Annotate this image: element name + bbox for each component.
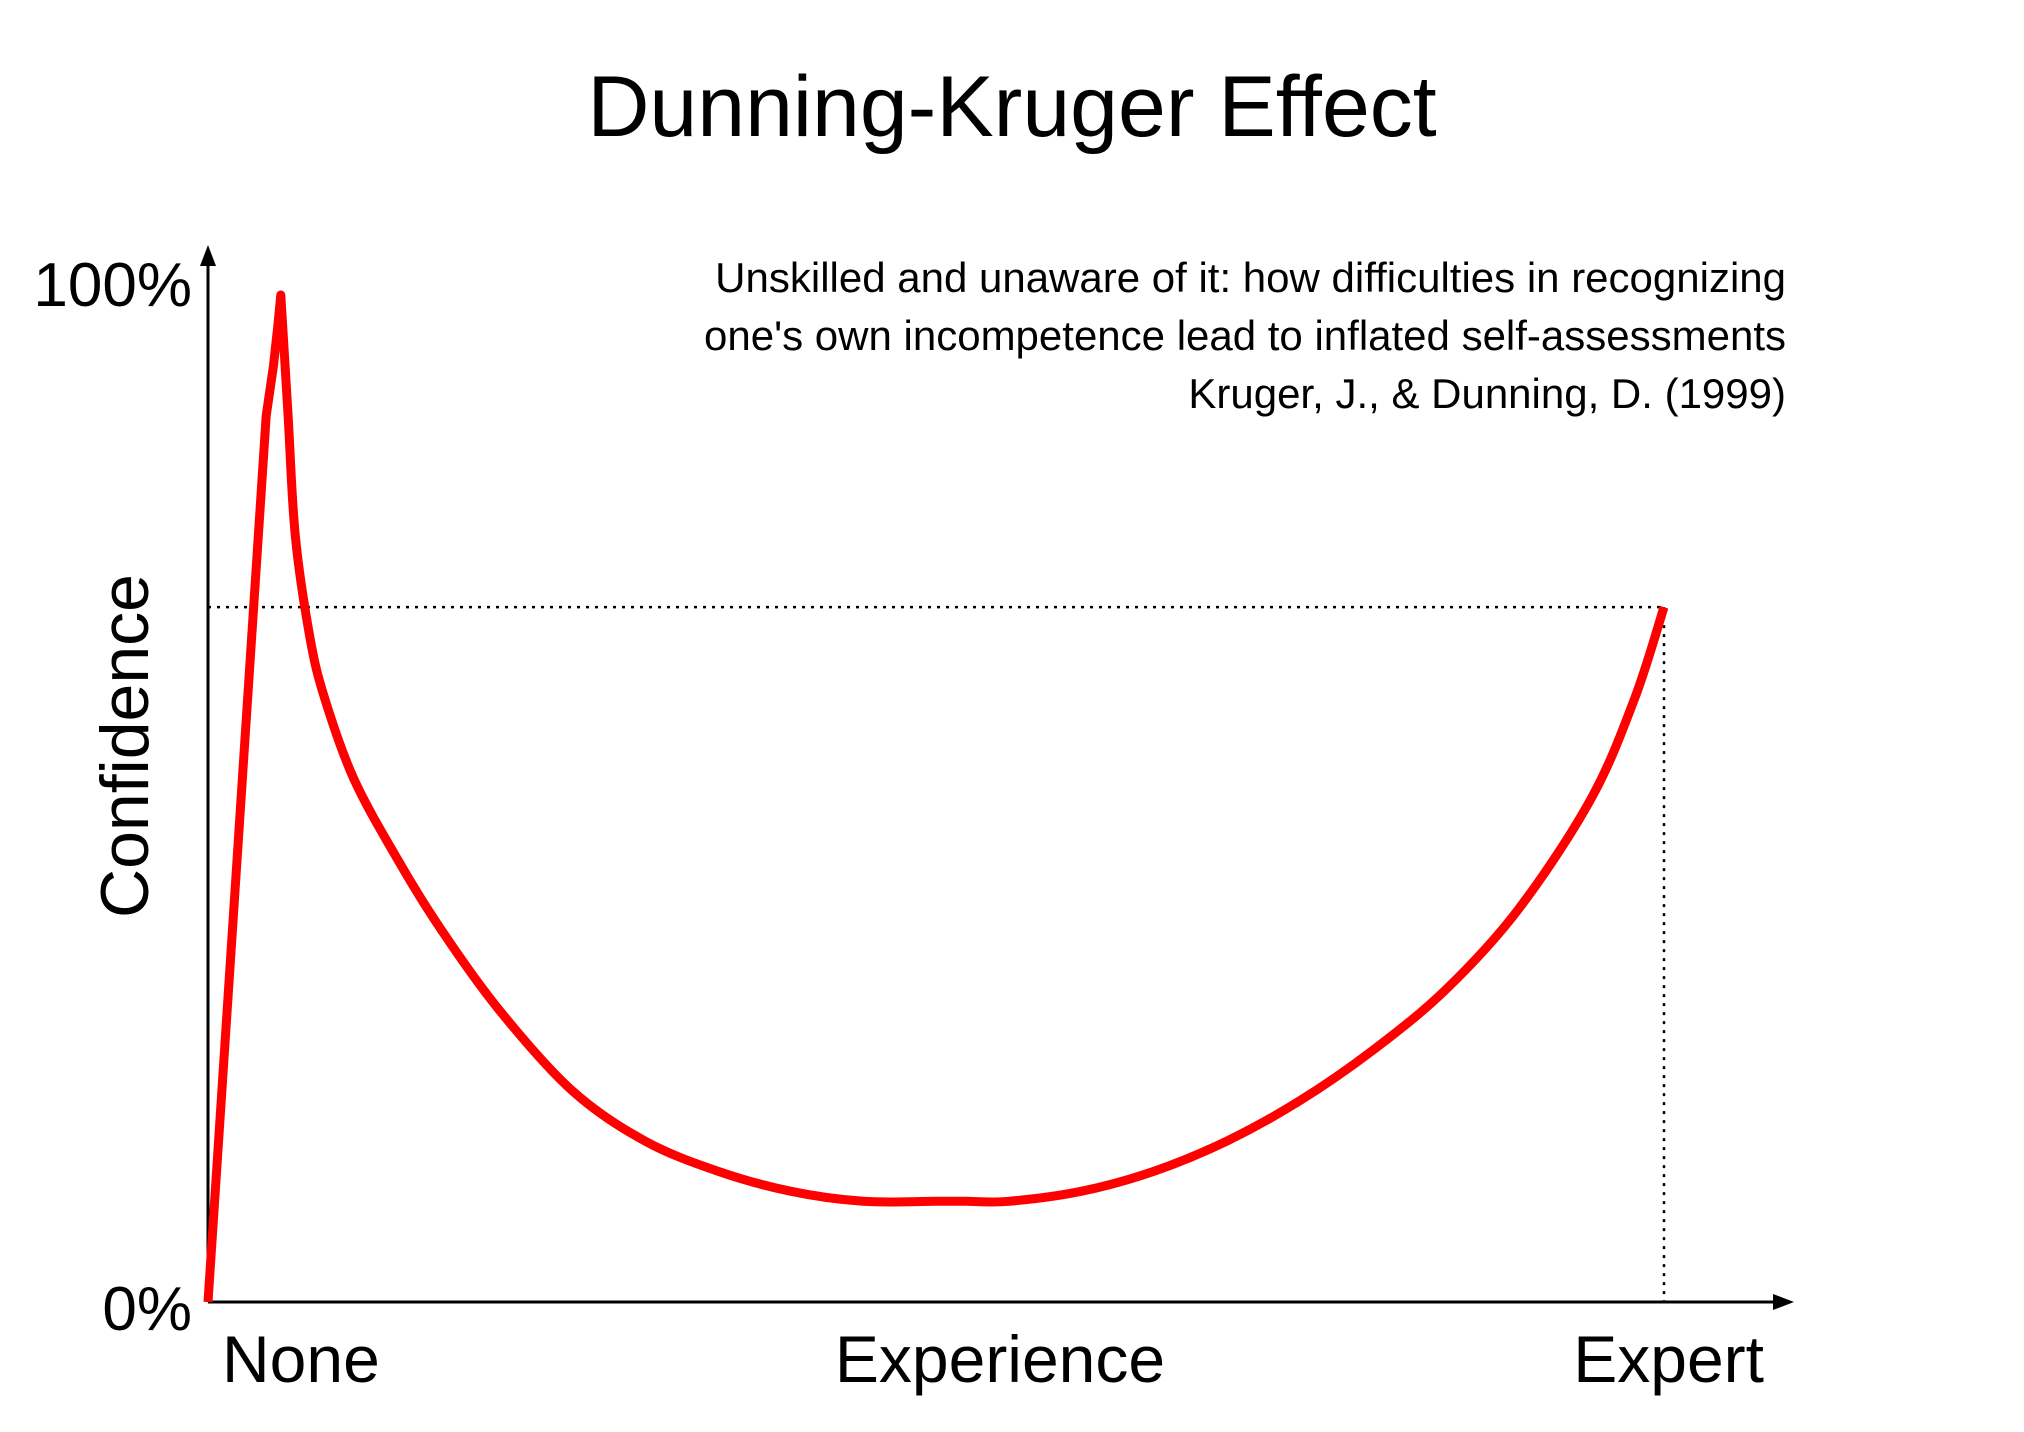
x-category-none: None: [222, 1322, 380, 1396]
y-tick-label-min: 0%: [102, 1275, 192, 1344]
y-axis-label: Confidence: [87, 574, 163, 918]
confidence-curve: [203, 290, 1669, 1303]
y-tick-label-max: 100%: [33, 251, 192, 320]
y-axis-arrow: [200, 245, 216, 266]
chart-title: Dunning-Kruger Effect: [587, 59, 1436, 155]
annotation-line: Kruger, J., & Dunning, D. (1999): [1188, 370, 1786, 417]
x-axis-arrow: [1773, 1294, 1794, 1310]
x-category-experience: Experience: [835, 1322, 1165, 1396]
annotation-line: Unskilled and unaware of it: how difficu…: [715, 254, 1786, 301]
annotation-line: one's own incompetence lead to inflated …: [704, 312, 1786, 359]
x-category-expert: Expert: [1573, 1322, 1764, 1396]
